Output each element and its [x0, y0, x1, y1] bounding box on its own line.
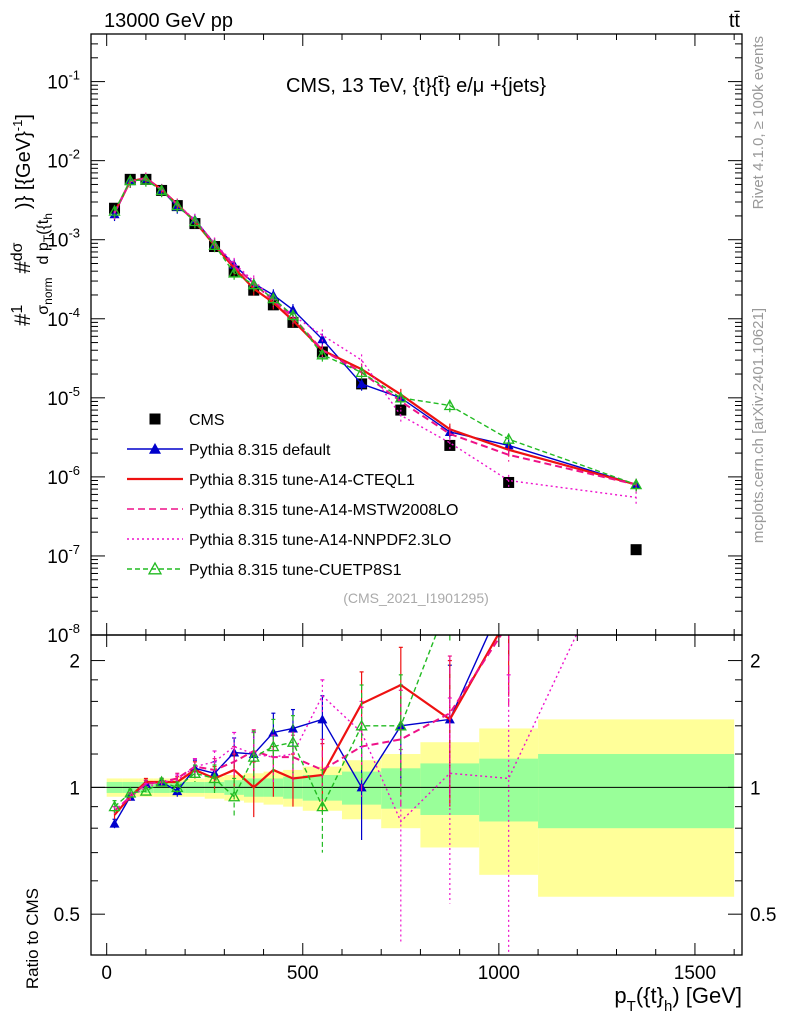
series-marker	[286, 735, 300, 747]
x-tick-label: 1000	[478, 963, 520, 984]
legend-label-nnpdf: Pythia 8.315 tune-A14-NNPDF2.3LO	[189, 532, 451, 549]
ratio-tick-label: 1	[69, 778, 80, 799]
x-tick-label: 1500	[674, 963, 716, 984]
side-label-top: Rivet 4.1.0, ≥ 100k events	[750, 36, 767, 209]
ratio-y-axis-label: Ratio to CMS	[23, 888, 42, 989]
series-marker	[247, 278, 260, 290]
series-marker	[139, 784, 153, 796]
series-marker	[228, 790, 241, 802]
analysis-label: (CMS_2021_I1901295)	[343, 590, 489, 606]
side-label-bottom: mcplots.cern.ch [arXiv:2401.10621]	[750, 308, 767, 543]
series-marker	[228, 266, 241, 278]
series-marker	[188, 766, 202, 778]
series-marker	[355, 366, 368, 378]
ratio-plot-series	[108, 434, 641, 955]
series-marker	[171, 781, 184, 793]
data-point	[630, 544, 642, 556]
series-marker	[188, 215, 202, 227]
series-marker	[355, 719, 368, 731]
y-tick-label: 10-1	[47, 68, 80, 94]
y-tick-label: 10-8	[47, 621, 80, 647]
series-marker	[502, 432, 515, 444]
svg-text:pT({t}h) [GeV]: pT({t}h) [GeV]	[614, 983, 742, 1015]
legend-label-default: Pythia 8.315 default	[189, 442, 331, 459]
series-marker	[316, 348, 329, 360]
y-tick-label: 10-5	[47, 384, 80, 410]
legend-label-mstw: Pythia 8.315 tune-A14-MSTW2008LO	[189, 502, 458, 519]
legend: CMS Pythia 8.315 default Pythia 8.315 tune…	[127, 412, 458, 579]
series-marker	[443, 399, 456, 411]
series-marker	[208, 238, 221, 250]
series-marker	[630, 478, 643, 490]
axis-tick-labels: 0 500 1000 1500 10-8 10-7 10-6 10-5 10-4 10-3 10-2…	[47, 68, 776, 984]
legend-label-cuetp8s1: Pythia 8.315 tune-CUETP8S1	[189, 562, 402, 579]
x-axis-label: pT({t}h) [GeV]	[614, 983, 742, 1015]
ratio-tick-label-right: 0.5	[750, 905, 776, 926]
header-right: tt̄	[729, 10, 741, 32]
series-marker	[124, 786, 137, 798]
series-marker	[171, 199, 184, 211]
y-tick-label: 10-2	[47, 147, 80, 173]
series-marker	[267, 292, 280, 304]
series-marker	[149, 443, 161, 454]
series-marker	[108, 204, 121, 216]
series-marker	[147, 561, 163, 575]
legend-label-data: CMS	[189, 412, 225, 429]
ratio-uncertainty-band	[106, 719, 735, 897]
series-marker	[139, 173, 153, 185]
data-point	[503, 476, 515, 488]
legend-label-cteql1: Pythia 8.315 tune-A14-CTEQL1	[189, 472, 415, 489]
series-marker	[356, 378, 367, 388]
ratio-tick-label: 2	[69, 652, 80, 673]
series-line-nnpdf	[113, 178, 637, 499]
ratio-tick-label-right: 1	[750, 778, 761, 799]
series-marker	[394, 719, 407, 731]
data-point	[444, 439, 456, 451]
axis-ticks	[91, 33, 742, 955]
y-tick-label: 10-4	[47, 305, 80, 331]
series-marker	[208, 772, 221, 784]
series-marker	[108, 800, 121, 812]
series-marker	[247, 750, 260, 762]
header-left: 13000 GeV pp	[104, 10, 233, 32]
legend-marker-data	[149, 413, 161, 425]
series-marker	[286, 309, 300, 321]
series-marker	[109, 818, 120, 828]
y-tick-label: 10-7	[47, 542, 80, 568]
ratio-band-inner	[538, 754, 735, 829]
ratio-tick-label-right: 2	[750, 652, 761, 673]
series-marker	[504, 548, 514, 557]
series-marker	[267, 740, 280, 752]
plot-title: CMS, 13 TeV, {t}{t̄} e/μ +{jets}	[286, 75, 546, 97]
x-tick-label: 500	[287, 963, 319, 984]
y-tick-label: 10-3	[47, 226, 80, 252]
series-line-cuetp8s1	[113, 179, 637, 486]
series-marker	[316, 800, 329, 812]
series-marker	[631, 434, 641, 443]
series-marker	[317, 334, 328, 344]
ratio-frame	[90, 634, 743, 956]
series-marker	[155, 184, 168, 196]
x-tick-label: 0	[101, 963, 112, 984]
y-axis-label: #1 σnorm#dσ d pT({th)} [{GeV}-1]	[9, 114, 55, 326]
ratio-line-nnpdf	[114, 635, 578, 823]
series-marker	[317, 714, 328, 724]
main-plot-series	[108, 172, 643, 556]
ratio-tick-label: 0.5	[54, 905, 80, 926]
series-marker	[155, 775, 168, 787]
series-marker	[124, 174, 137, 186]
series-marker	[631, 434, 641, 443]
series-marker	[504, 584, 514, 593]
series-marker	[394, 391, 407, 403]
y-tick-label: 10-6	[47, 463, 80, 489]
